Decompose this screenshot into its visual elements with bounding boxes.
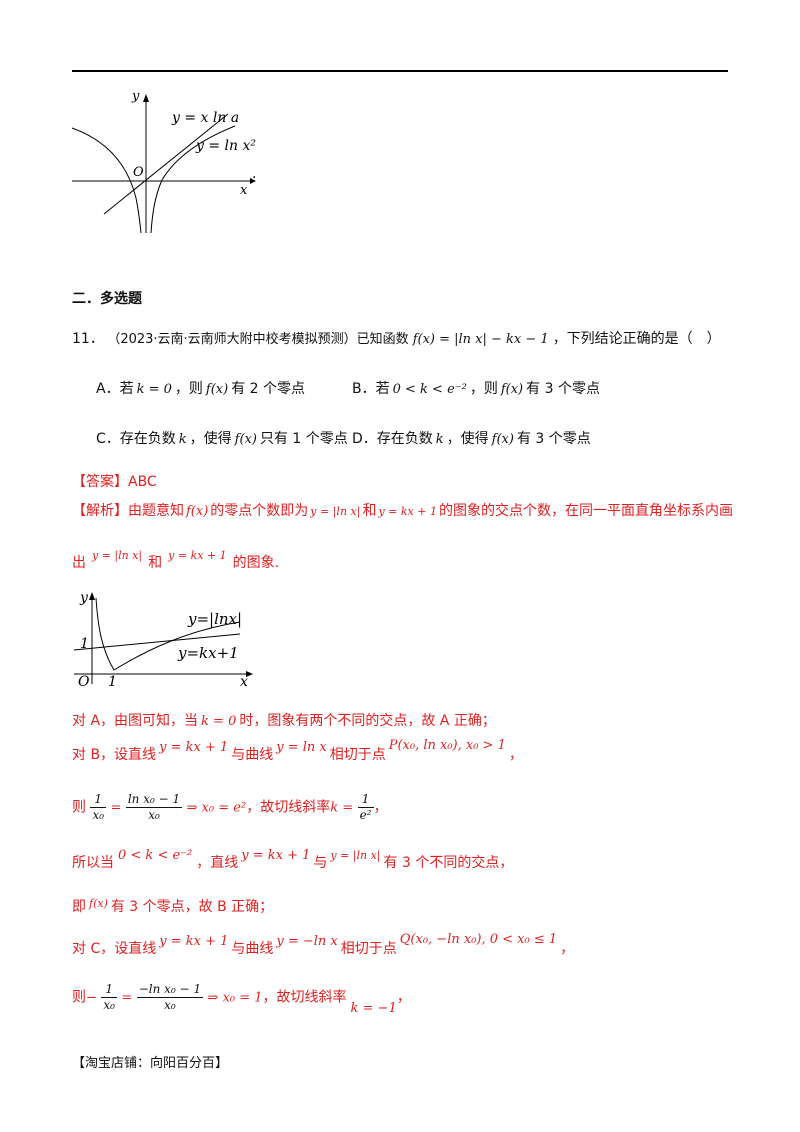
option-c-end: 只有 1 个零点 xyxy=(259,431,348,447)
solution-b: 对 B，设直线 y = kx + 1 与曲线 y = ln x 相切于点P(x₀, ln… xyxy=(72,738,523,763)
answer-line: 【答案】ABC xyxy=(72,471,157,491)
answer-tag: 【答案】 xyxy=(72,474,128,490)
fig2-abs-log-curve xyxy=(95,597,241,671)
option-d: D．存在负数 k ，使得 f(x) 有 3 个零点 xyxy=(352,428,591,448)
footer-shop: 【淘宝店铺：向阳百分百】 xyxy=(72,1056,229,1071)
option-d-mid: ，使得 xyxy=(446,431,489,447)
fig1-line2-label: y = ln x² xyxy=(195,138,256,154)
option-c-f: f(x) xyxy=(234,432,257,447)
option-d-end: 有 3 个零点 xyxy=(516,431,591,447)
option-a: A．若 k = 0 ，则 f(x) 有 2 个零点 xyxy=(96,378,305,398)
option-c-cond: k xyxy=(178,432,187,447)
fig2-line-label: y=kx+1 xyxy=(177,644,239,662)
fig1-x-label: x xyxy=(240,183,248,198)
q11-func: f(x) = |ln x| − kx − 1 xyxy=(412,332,549,347)
option-a-cond: k = 0 xyxy=(136,382,172,397)
fig2-curve-label: y=|lnx| xyxy=(187,610,242,628)
option-c-mid: ，使得 xyxy=(189,431,232,447)
option-b-mid: ，则 xyxy=(469,381,498,397)
option-a-mid: ，则 xyxy=(174,381,203,397)
solution-c-derivation: 则− 1 x₀ = −ln x₀ − 1 x₀ ⇒ x₀ = 1，故切线斜率k = … xyxy=(72,982,411,1016)
q11-number: 11． xyxy=(72,331,104,347)
option-b-end: 有 3 个零点 xyxy=(526,381,600,397)
fig1-line1-label: y = x ln a xyxy=(171,110,239,126)
option-d-cond: k xyxy=(435,432,444,447)
fig2-origin-label: O xyxy=(78,674,90,688)
section-title: 二．多选题 xyxy=(72,291,142,307)
analysis-line1: 【解析】由题意知 f(x) 的零点个数即为 y = |ln x| 和 y = kx + 1… xyxy=(72,503,733,519)
fig2-y-label: y xyxy=(79,590,89,606)
option-a-end: 有 2 个零点 xyxy=(231,381,305,397)
fig2-line xyxy=(73,633,241,651)
question-11: 11． （2023·云南·云南师大附中校考模拟预测）已知函数 f(x) = |ln … xyxy=(72,328,721,348)
fig1-left-branch xyxy=(71,127,142,234)
solution-c: 对 C，设直线 y = kx + 1 与曲线 y = −ln x 相切于点Q(x₀, −… xyxy=(72,932,575,957)
solution-a: 对 A，由图可知，当 k = 0 时，图象有两个不同的交点，故 A 正确； xyxy=(72,713,496,729)
header-rule xyxy=(72,70,728,72)
fig1-tangent-line xyxy=(103,113,229,215)
q11-tail: ，下列结论正确的是（ ） xyxy=(552,331,721,347)
figure-abs-log: y x O 1 1 y=|lnx| y=kx+1 xyxy=(73,590,253,688)
option-d-text: D．存在负数 xyxy=(352,431,433,447)
fig1-trail-dot: . xyxy=(252,166,256,182)
analysis-tag: 【解析】 xyxy=(72,503,128,519)
option-c: C．存在负数 k ，使得 f(x) 只有 1 个零点 xyxy=(96,428,348,448)
fig2-one-x: 1 xyxy=(108,674,117,688)
option-d-f: f(x) xyxy=(491,432,514,447)
q11-source: （2023·云南·云南师大附中校考模拟预测）已知函数 xyxy=(113,332,409,347)
option-a-f: f(x) xyxy=(205,382,229,397)
fig1-y-label: y xyxy=(131,89,140,104)
answer-value: ABC xyxy=(128,474,157,490)
solution-b-derivation: 则 1 x₀ = ln x₀ − 1 x₀ ⇒ x₀ = e²，故切线斜率k = 1… xyxy=(72,792,388,822)
fig2-one-y: 1 xyxy=(80,636,89,652)
fig1-right-branch xyxy=(150,125,236,234)
option-b: B．若 0 < k < e⁻² ，则 f(x) 有 3 个零点 xyxy=(352,378,600,398)
fig1-origin-label: O xyxy=(133,165,144,180)
option-b-cond: 0 < k < e⁻² xyxy=(392,382,467,397)
option-a-text: A．若 xyxy=(96,381,134,397)
figure-log-tangent: y x O y = x ln a y = ln x² . xyxy=(71,89,256,234)
fig2-x-label: x xyxy=(240,674,248,688)
solution-b-result: 即 f(x) 有 3 个零点，故 B 正确； xyxy=(72,897,274,915)
option-c-text: C．存在负数 xyxy=(96,431,176,447)
option-b-f: f(x) xyxy=(500,382,524,397)
option-b-text: B．若 xyxy=(352,381,390,397)
